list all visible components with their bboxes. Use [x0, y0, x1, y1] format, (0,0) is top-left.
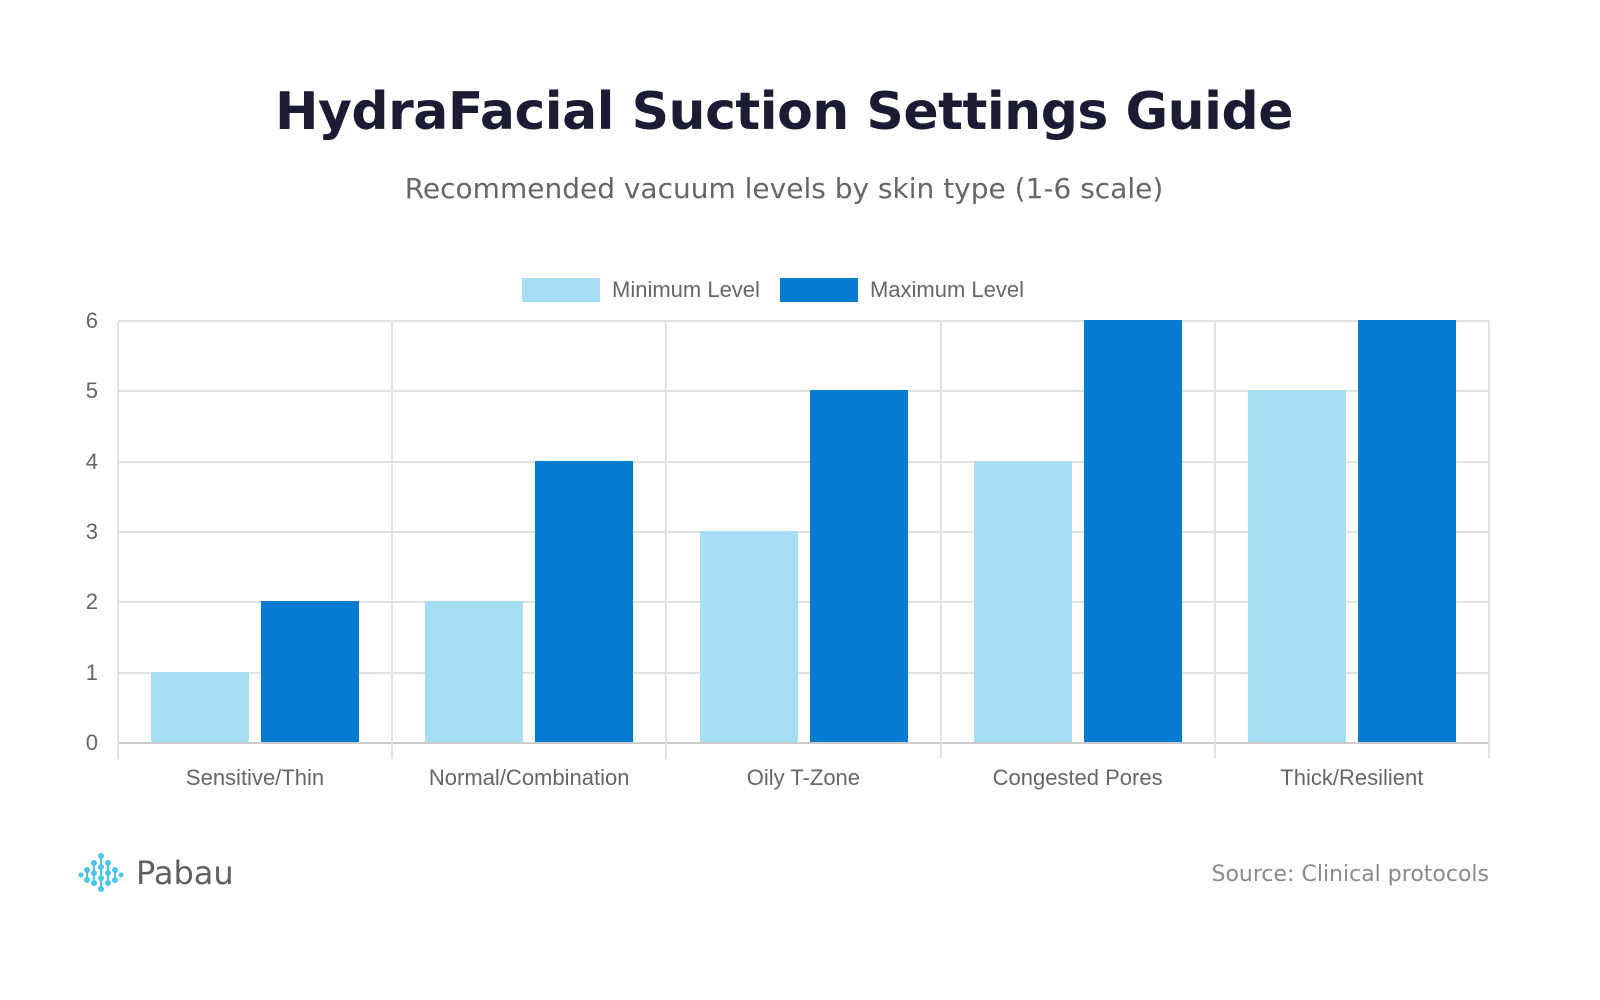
y-tick-label: 4	[85, 448, 98, 474]
chart-title: HydraFacial Suction Settings Guide	[275, 82, 1294, 142]
bar-minimum[interactable]	[973, 460, 1072, 742]
gridline-vertical	[665, 321, 668, 759]
legend-label: Maximum Level	[869, 277, 1024, 302]
brand-logo: Pabau	[78, 852, 234, 894]
bar-maximum[interactable]	[1083, 320, 1182, 742]
gridline-horizontal	[118, 460, 1489, 463]
y-tick-label: 6	[85, 308, 98, 333]
chart-subtitle: Recommended vacuum levels by skin type (…	[404, 172, 1164, 205]
gridline-vertical	[1488, 321, 1490, 759]
gridline-vertical	[1213, 321, 1216, 759]
gridline-vertical	[117, 321, 119, 759]
source-note: Source: Clinical protocols	[1211, 862, 1490, 887]
legend-swatch-maximum	[779, 278, 858, 302]
gridline-horizontal	[118, 671, 1489, 674]
legend-label: Minimum Level	[612, 277, 760, 302]
legend-swatch-minimum	[522, 278, 600, 302]
gridline-vertical	[939, 321, 942, 759]
y-tick-label: 2	[85, 589, 98, 615]
x-tick-label: Congested Pores	[992, 765, 1163, 790]
bar-minimum[interactable]	[151, 671, 250, 742]
y-tick-label: 1	[85, 659, 98, 685]
gridline-horizontal	[118, 320, 1489, 322]
x-tick-label: Normal/Combination	[428, 765, 630, 790]
gridline-horizontal	[118, 531, 1489, 533]
y-tick-label: 0	[85, 730, 98, 755]
bar-maximum[interactable]	[535, 460, 634, 742]
plot-area	[117, 320, 1490, 759]
x-tick-label: Oily T-Zone	[746, 765, 861, 790]
bar-maximum[interactable]	[809, 390, 908, 742]
legend: Minimum Level Maximum Level	[522, 276, 1044, 304]
x-tick-label: Thick/Resilient	[1280, 765, 1424, 790]
y-tick-label: 5	[85, 378, 98, 404]
gridline-horizontal	[118, 601, 1489, 604]
x-axis-line	[118, 742, 1489, 744]
bar-maximum[interactable]	[1357, 320, 1456, 742]
x-tick-label: Sensitive/Thin	[185, 765, 325, 790]
brand-name: Pabau	[136, 854, 234, 892]
bar-minimum[interactable]	[1247, 390, 1346, 742]
gridline-horizontal	[118, 390, 1489, 393]
legend-item-minimum[interactable]: Minimum Level	[522, 277, 760, 303]
bar-maximum[interactable]	[261, 601, 360, 742]
bar-minimum[interactable]	[425, 601, 524, 742]
legend-item-maximum[interactable]: Maximum Level	[779, 277, 1024, 303]
bar-minimum[interactable]	[699, 531, 798, 742]
gridline-vertical	[391, 321, 394, 759]
pabau-logo-icon	[78, 853, 124, 892]
y-tick-label: 3	[85, 519, 98, 544]
